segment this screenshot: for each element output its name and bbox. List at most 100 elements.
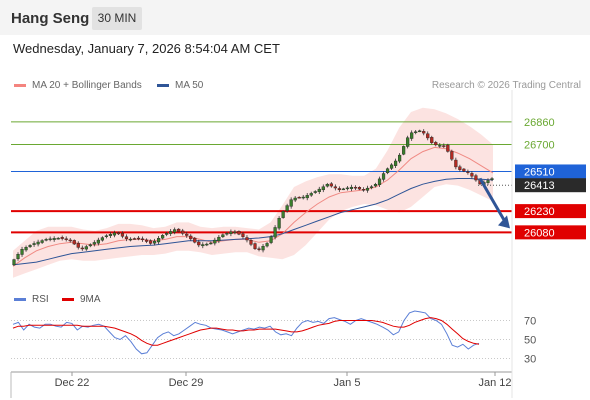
candle-body xyxy=(233,231,237,234)
candle-body xyxy=(406,137,410,147)
candle-body xyxy=(385,168,390,174)
candle-body xyxy=(398,154,402,162)
candle-body xyxy=(438,145,442,147)
level-label-26080-bg xyxy=(515,225,586,240)
candle-body xyxy=(333,186,337,189)
candle-body xyxy=(80,247,84,250)
candle-body xyxy=(434,142,438,146)
candles-group xyxy=(12,129,494,266)
legend-ma50: MA 50 xyxy=(157,80,203,91)
rsi-9ma-line xyxy=(12,317,480,346)
candle-body xyxy=(349,186,354,189)
candle-body xyxy=(369,186,374,188)
level-label-26510-bg xyxy=(515,164,586,179)
candle-body xyxy=(144,239,149,242)
candle-body xyxy=(12,259,16,266)
level-label-26860: 26860 xyxy=(524,117,555,129)
candle-body xyxy=(410,132,414,139)
candle-body xyxy=(157,238,161,243)
candle-body xyxy=(209,242,213,245)
candle-body xyxy=(148,240,153,244)
candle-body xyxy=(454,159,458,168)
candle-body xyxy=(32,243,36,245)
candle-body xyxy=(289,199,293,207)
x-tick-label: Dec 22 xyxy=(55,377,90,389)
rsi-tick-30: 30 xyxy=(524,354,536,366)
candle-body xyxy=(185,233,189,236)
candle-body xyxy=(44,239,48,241)
candle-body xyxy=(430,137,434,143)
candle-body xyxy=(28,245,32,248)
level-label-26230: 26230 xyxy=(515,204,586,219)
level-label-26080-text: 26080 xyxy=(524,227,555,239)
candle-body xyxy=(173,229,177,233)
candle-body xyxy=(470,173,474,177)
candle-body xyxy=(48,238,52,241)
last-price-label-bg xyxy=(515,178,586,193)
candle-body xyxy=(301,196,305,199)
candle-body xyxy=(124,236,129,239)
candle-body xyxy=(16,254,20,259)
candle-body xyxy=(365,187,370,191)
legend-9ma: 9MA xyxy=(62,294,101,305)
candle-body xyxy=(446,144,450,152)
candle-body xyxy=(52,238,56,240)
candle-body xyxy=(281,211,285,218)
candle-body xyxy=(64,238,68,240)
rsi-tick-50: 50 xyxy=(524,335,536,347)
x-tick-label: Jan 12 xyxy=(478,377,511,389)
candle-body xyxy=(341,188,345,191)
candle-body xyxy=(225,233,229,235)
candle-body xyxy=(88,244,92,247)
candle-body xyxy=(381,173,386,180)
candle-body xyxy=(269,236,273,243)
candle-body xyxy=(261,246,265,251)
candle-body xyxy=(458,166,462,170)
candle-body xyxy=(345,187,349,190)
candle-body xyxy=(297,196,301,199)
candle-body xyxy=(309,193,313,196)
projection-arrow-shaft xyxy=(478,177,508,225)
candle-body xyxy=(197,241,201,246)
candle-body xyxy=(201,244,205,247)
timeframe-button[interactable]: 30 MIN xyxy=(92,7,142,30)
candle-body xyxy=(277,218,281,229)
credit-text: Research © 2026 Trading Central xyxy=(431,80,581,91)
candle-body xyxy=(402,146,406,155)
ma50-line xyxy=(12,178,494,266)
candle-body xyxy=(60,237,64,239)
candle-body xyxy=(486,180,490,183)
rsi-tick-70: 70 xyxy=(524,316,536,328)
candle-body xyxy=(40,240,44,243)
candle-body xyxy=(377,178,382,185)
level-label-26510: 26510 xyxy=(515,164,586,179)
candle-body xyxy=(361,189,366,191)
candle-body xyxy=(128,238,133,241)
x-tick-label: Dec 29 xyxy=(169,377,204,389)
legend-rsi: RSI xyxy=(14,294,49,305)
candle-body xyxy=(293,197,297,201)
ma20-line xyxy=(12,146,494,267)
candle-body xyxy=(253,243,257,249)
candle-body xyxy=(193,237,197,243)
candle-body xyxy=(205,243,209,246)
candle-body xyxy=(313,191,317,193)
candle-body xyxy=(393,160,398,166)
candle-body xyxy=(177,228,181,232)
candle-body xyxy=(132,238,137,240)
candle-body xyxy=(136,237,141,240)
candle-body xyxy=(462,168,466,172)
candle-body xyxy=(450,151,454,160)
candle-body xyxy=(245,237,249,241)
candle-body xyxy=(100,237,104,241)
candle-body xyxy=(337,188,341,191)
legend-ma50-label: MA 50 xyxy=(175,80,204,91)
candle-body xyxy=(20,249,24,255)
candle-body xyxy=(490,178,494,180)
candle-body xyxy=(84,246,88,250)
candle-body xyxy=(92,242,96,245)
legend-9ma-label: 9MA xyxy=(80,294,101,305)
candle-body xyxy=(120,232,125,237)
candle-body xyxy=(305,195,309,199)
candle-body xyxy=(221,234,225,238)
